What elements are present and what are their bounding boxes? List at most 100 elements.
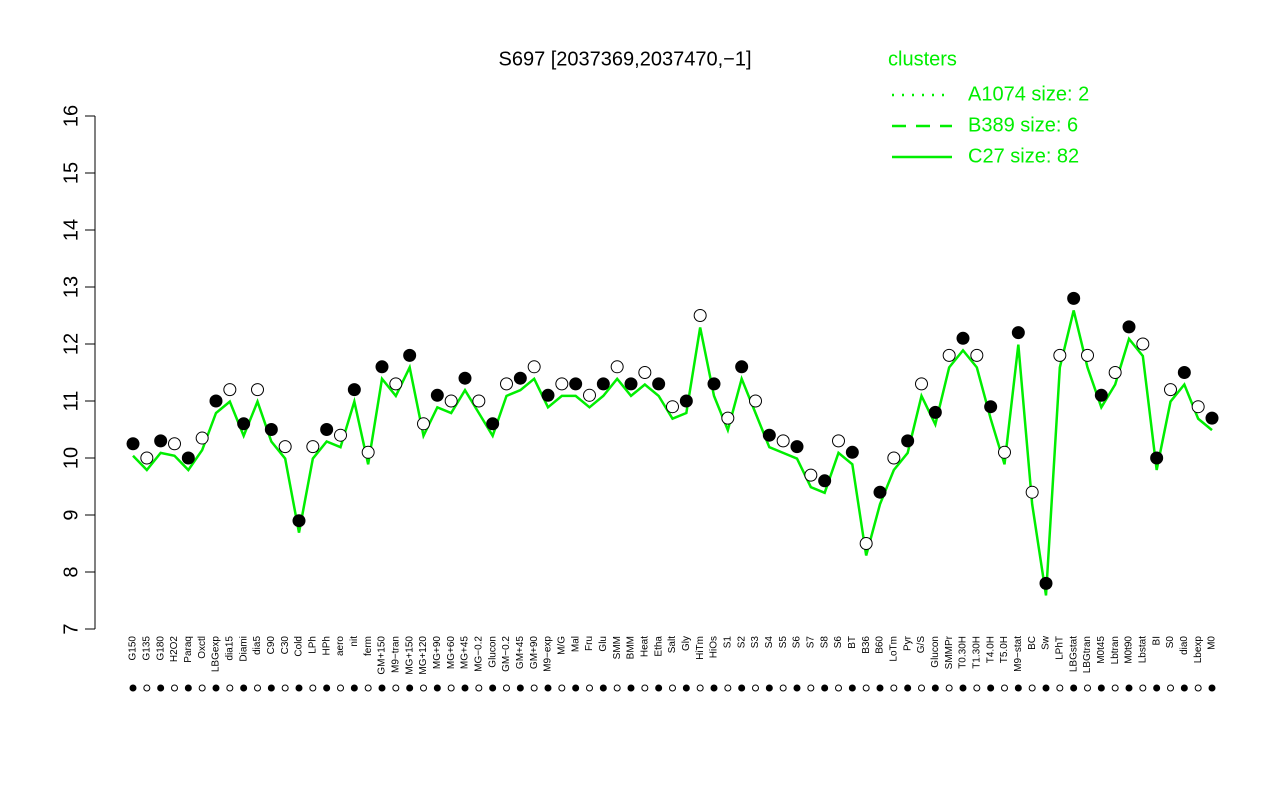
x-tick-label: H2O2 <box>169 636 180 663</box>
condition-dot <box>198 684 206 692</box>
condition-dot <box>655 684 663 692</box>
condition-dot <box>710 684 718 692</box>
condition-dot <box>724 684 732 692</box>
x-tick-label: Pyr <box>902 635 913 651</box>
point <box>873 485 887 499</box>
point <box>264 423 278 436</box>
condition-dot <box>143 684 151 692</box>
point <box>569 377 583 391</box>
x-tick-label: S5 <box>778 636 789 649</box>
x-tick-label: T0.30H <box>958 636 969 669</box>
condition-dot <box>821 684 829 692</box>
x-tick-label: dia15 <box>224 636 235 661</box>
condition-dot <box>433 684 441 692</box>
condition-dot <box>1180 684 1188 692</box>
x-tick-label: Glucon <box>930 636 941 668</box>
x-tick-label: Glu <box>598 636 609 652</box>
x-tick-label: GM+90 <box>529 636 540 670</box>
x-tick-label: MG−0.2 <box>473 636 484 672</box>
condition-dot <box>1097 684 1105 692</box>
x-tick-label: Etha <box>653 636 664 657</box>
point <box>859 537 873 550</box>
point <box>417 417 430 431</box>
x-tick-label: LPh <box>307 636 318 654</box>
point <box>527 360 541 374</box>
x-tick-label: LBGexp <box>211 636 222 673</box>
x-tick-label: Lbstat <box>1137 636 1148 663</box>
condition-dot <box>765 684 773 692</box>
x-tick-label: Gly <box>681 636 692 651</box>
condition-dot <box>931 684 939 692</box>
point <box>832 434 845 448</box>
point <box>1053 348 1067 362</box>
point <box>749 394 762 408</box>
condition-dot <box>1001 684 1008 692</box>
condition-dot <box>447 684 455 692</box>
condition-dot <box>171 684 178 692</box>
x-tick-label: M/G <box>556 636 567 655</box>
point <box>1150 451 1164 465</box>
condition-dot <box>876 684 884 692</box>
point <box>361 445 375 459</box>
x-tick-label: MG+60 <box>446 636 457 670</box>
point <box>223 383 237 397</box>
x-tick-label: MG+120 <box>418 636 429 675</box>
point <box>984 400 998 414</box>
condition-dot <box>1111 684 1119 692</box>
point <box>458 371 472 385</box>
condition-dot <box>807 684 815 692</box>
legend-label: A1074 size: 2 <box>968 83 1089 105</box>
x-tick-label: GM+45 <box>515 636 526 670</box>
x-tick-label: Oxctl <box>197 636 208 659</box>
x-tick-label: BT <box>847 636 858 649</box>
point <box>251 383 264 397</box>
condition-dot <box>503 684 510 692</box>
condition-dot <box>987 684 995 692</box>
point <box>1108 366 1122 379</box>
y-tick-label: 10 <box>60 447 82 469</box>
y-tick-label: 12 <box>60 333 82 355</box>
x-tick-label: Paraq <box>183 636 194 663</box>
condition-dot <box>696 684 704 692</box>
y-tick-label: 9 <box>60 509 82 520</box>
condition-dot <box>1056 684 1064 692</box>
condition-dot <box>240 684 248 692</box>
condition-dot <box>267 684 275 692</box>
point <box>347 383 361 397</box>
point <box>1164 383 1177 397</box>
point <box>998 445 1011 459</box>
condition-dot <box>309 684 317 692</box>
point <box>679 394 693 408</box>
x-tick-label: S4 <box>764 636 775 649</box>
condition-dot <box>752 684 759 692</box>
x-tick-label: S0 <box>1165 636 1176 649</box>
legend-label: C27 size: 82 <box>968 145 1079 167</box>
point <box>970 348 984 362</box>
x-tick-label: Fru <box>584 636 595 651</box>
x-tick-label: GM−0.2 <box>501 636 512 672</box>
point <box>1177 366 1191 379</box>
x-tick-label: dia0 <box>1179 636 1190 655</box>
point <box>1039 576 1053 590</box>
condition-dot <box>613 684 621 692</box>
point <box>956 331 970 345</box>
condition-dot <box>489 684 497 692</box>
condition-dot <box>254 684 261 692</box>
x-tick-label: Mal <box>570 636 581 652</box>
x-tick-label: G150 <box>128 636 139 661</box>
point <box>306 440 320 454</box>
point <box>140 451 154 465</box>
x-tick-label: ferm <box>363 636 374 656</box>
condition-dot <box>544 684 552 692</box>
point <box>1025 485 1039 499</box>
condition-dot <box>779 684 787 692</box>
x-tick-label: Lbexp <box>1193 636 1204 664</box>
condition-dot <box>945 684 953 692</box>
y-tick-label: 14 <box>60 219 82 241</box>
condition-dot <box>1028 684 1036 692</box>
y-tick-label: 15 <box>60 162 82 184</box>
condition-dot <box>392 684 400 692</box>
point <box>638 366 652 379</box>
point <box>845 445 859 459</box>
x-tick-label: Sw <box>1041 635 1052 650</box>
